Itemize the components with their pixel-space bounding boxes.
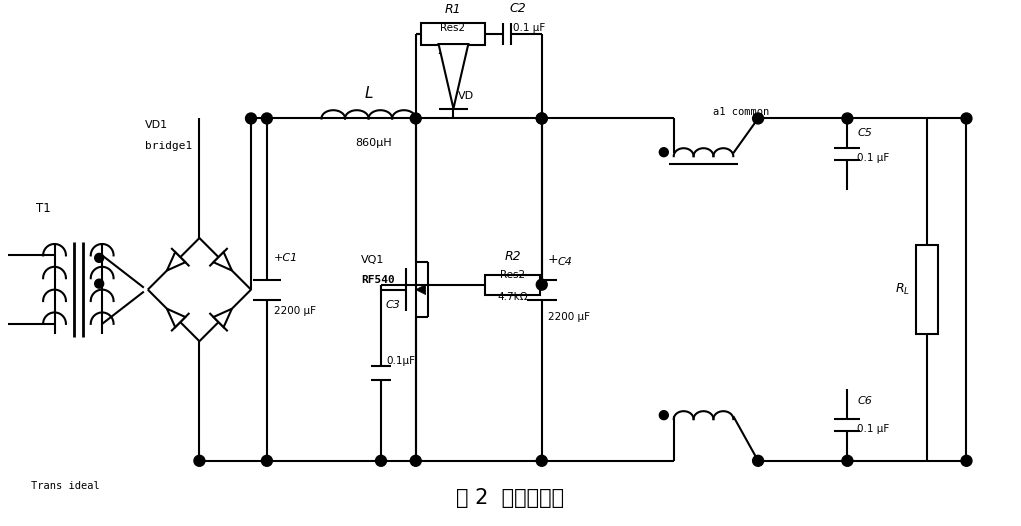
Circle shape — [961, 456, 972, 466]
Text: C5: C5 — [858, 128, 872, 138]
Text: T1: T1 — [36, 202, 50, 215]
Circle shape — [261, 456, 273, 466]
Circle shape — [95, 279, 104, 288]
Polygon shape — [439, 44, 469, 108]
Polygon shape — [416, 285, 426, 295]
Text: R1: R1 — [444, 3, 461, 16]
Text: 860μH: 860μH — [355, 138, 392, 148]
Circle shape — [752, 113, 764, 124]
Circle shape — [961, 113, 972, 124]
Text: 0.1 μF: 0.1 μF — [858, 424, 889, 434]
Circle shape — [245, 113, 256, 124]
Text: $R_L$: $R_L$ — [895, 282, 910, 297]
Circle shape — [842, 113, 853, 124]
Bar — [485, 275, 540, 295]
Circle shape — [410, 456, 422, 466]
Bar — [421, 23, 485, 45]
Text: 0.1 μF: 0.1 μF — [858, 153, 889, 163]
Bar — [916, 245, 937, 335]
Text: Trans ideal: Trans ideal — [31, 481, 100, 491]
Text: C6: C6 — [858, 396, 872, 406]
Polygon shape — [167, 252, 186, 270]
Circle shape — [410, 113, 422, 124]
Text: C3: C3 — [386, 299, 401, 309]
Circle shape — [536, 279, 547, 290]
Polygon shape — [213, 309, 232, 327]
Circle shape — [536, 113, 547, 124]
Text: VD: VD — [458, 90, 475, 100]
Text: +: + — [547, 254, 558, 266]
Text: bridge1: bridge1 — [145, 141, 192, 151]
Circle shape — [660, 148, 669, 157]
Circle shape — [660, 411, 669, 420]
Text: RF540: RF540 — [361, 275, 395, 285]
Polygon shape — [213, 252, 232, 270]
Text: 0.1 μF: 0.1 μF — [513, 23, 545, 33]
Text: R2: R2 — [504, 250, 521, 264]
Circle shape — [95, 254, 104, 262]
Text: C2: C2 — [509, 2, 526, 15]
Text: 2200 μF: 2200 μF — [547, 312, 590, 322]
Circle shape — [261, 113, 273, 124]
Text: a1 common: a1 common — [714, 106, 770, 116]
Circle shape — [376, 456, 387, 466]
Text: 图 2  硬件电路图: 图 2 硬件电路图 — [456, 488, 564, 508]
Text: VQ1: VQ1 — [361, 255, 385, 265]
Text: +C1: +C1 — [274, 253, 298, 263]
Text: Res2: Res2 — [440, 23, 466, 33]
Circle shape — [536, 113, 547, 124]
Text: 2.4kΩ: 2.4kΩ — [438, 46, 469, 56]
Circle shape — [752, 456, 764, 466]
Circle shape — [194, 456, 205, 466]
Circle shape — [842, 456, 853, 466]
Text: 4.7kΩ: 4.7kΩ — [497, 291, 528, 301]
Text: 0.1μF: 0.1μF — [386, 356, 415, 366]
Text: L: L — [364, 86, 373, 101]
Circle shape — [536, 456, 547, 466]
Text: 2200 μF: 2200 μF — [274, 307, 315, 317]
Polygon shape — [167, 309, 186, 327]
Text: C4: C4 — [557, 257, 573, 267]
Text: Res2: Res2 — [500, 270, 525, 280]
Text: VD1: VD1 — [145, 120, 168, 130]
